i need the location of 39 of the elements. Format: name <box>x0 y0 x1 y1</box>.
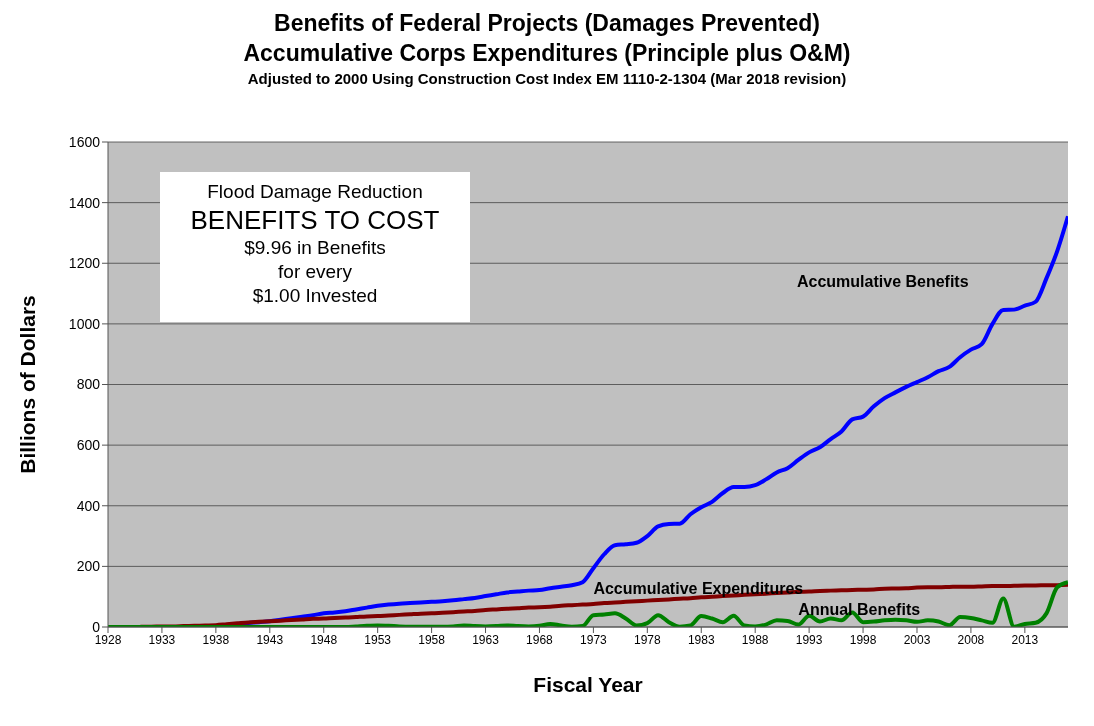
annotation: $1.00 Invested <box>251 284 379 308</box>
x-tick-label: 1983 <box>687 632 715 647</box>
x-tick-label: 1973 <box>580 632 608 647</box>
x-tick-label: 1933 <box>148 632 176 647</box>
x-tick-label: 1948 <box>310 632 338 647</box>
x-tick-label: 1958 <box>418 632 446 647</box>
x-tick-label: 1943 <box>256 632 284 647</box>
y-tick-label: 1400 <box>68 194 101 211</box>
y-tick-label: 1200 <box>68 255 101 272</box>
text: Accumulative Benefits <box>796 273 969 291</box>
x-tick-label: 1993 <box>795 632 823 647</box>
x-tick-label: 1963 <box>472 632 500 647</box>
series-label: Accumulative Expenditures <box>593 579 804 597</box>
x-axis-title: Fiscal Year <box>533 673 643 696</box>
annotation: Flood Damage Reduction <box>206 180 424 204</box>
y-tick-label: 0 <box>92 618 101 635</box>
x-tick-label: 2008 <box>957 632 985 647</box>
x-tick-label: 1953 <box>364 632 392 647</box>
annotation: $9.96 in Benefits <box>243 236 387 260</box>
y-tick-label: 200 <box>76 558 101 575</box>
x-tick-label: 1928 <box>94 632 122 647</box>
annotation: for every <box>277 260 353 284</box>
series-label: Annual Benefits <box>798 600 921 618</box>
x-tick-label: 2013 <box>1011 632 1039 647</box>
y-tick-label: 1600 <box>68 133 101 150</box>
annotation: BENEFITS TO COST <box>189 204 441 236</box>
y-tick-label: 600 <box>76 437 101 454</box>
x-tick-label: 2003 <box>903 632 931 647</box>
y-tick-label: 400 <box>76 497 101 514</box>
x-tick-label: 1998 <box>849 632 877 647</box>
x-tick-label: 1988 <box>741 632 769 647</box>
y-axis-title: Billions of Dollars <box>16 295 40 474</box>
x-tick-label: 1978 <box>633 632 661 647</box>
y-tick-label: 1000 <box>68 315 101 332</box>
x-tick-label: 1968 <box>526 632 554 647</box>
chart-title: Benefits of Federal Projects (Damages Prevented) Accumulative Corps Expenditures (Principle plus O&M) <box>242 9 852 68</box>
chart-subtitle: Adjusted to 2000 Using Construction Cost Index EM 1110-2-1304 (Mar 2018 revision) <box>246 70 848 87</box>
y-tick-label: 800 <box>76 376 101 393</box>
x-tick-label: 1938 <box>202 632 230 647</box>
